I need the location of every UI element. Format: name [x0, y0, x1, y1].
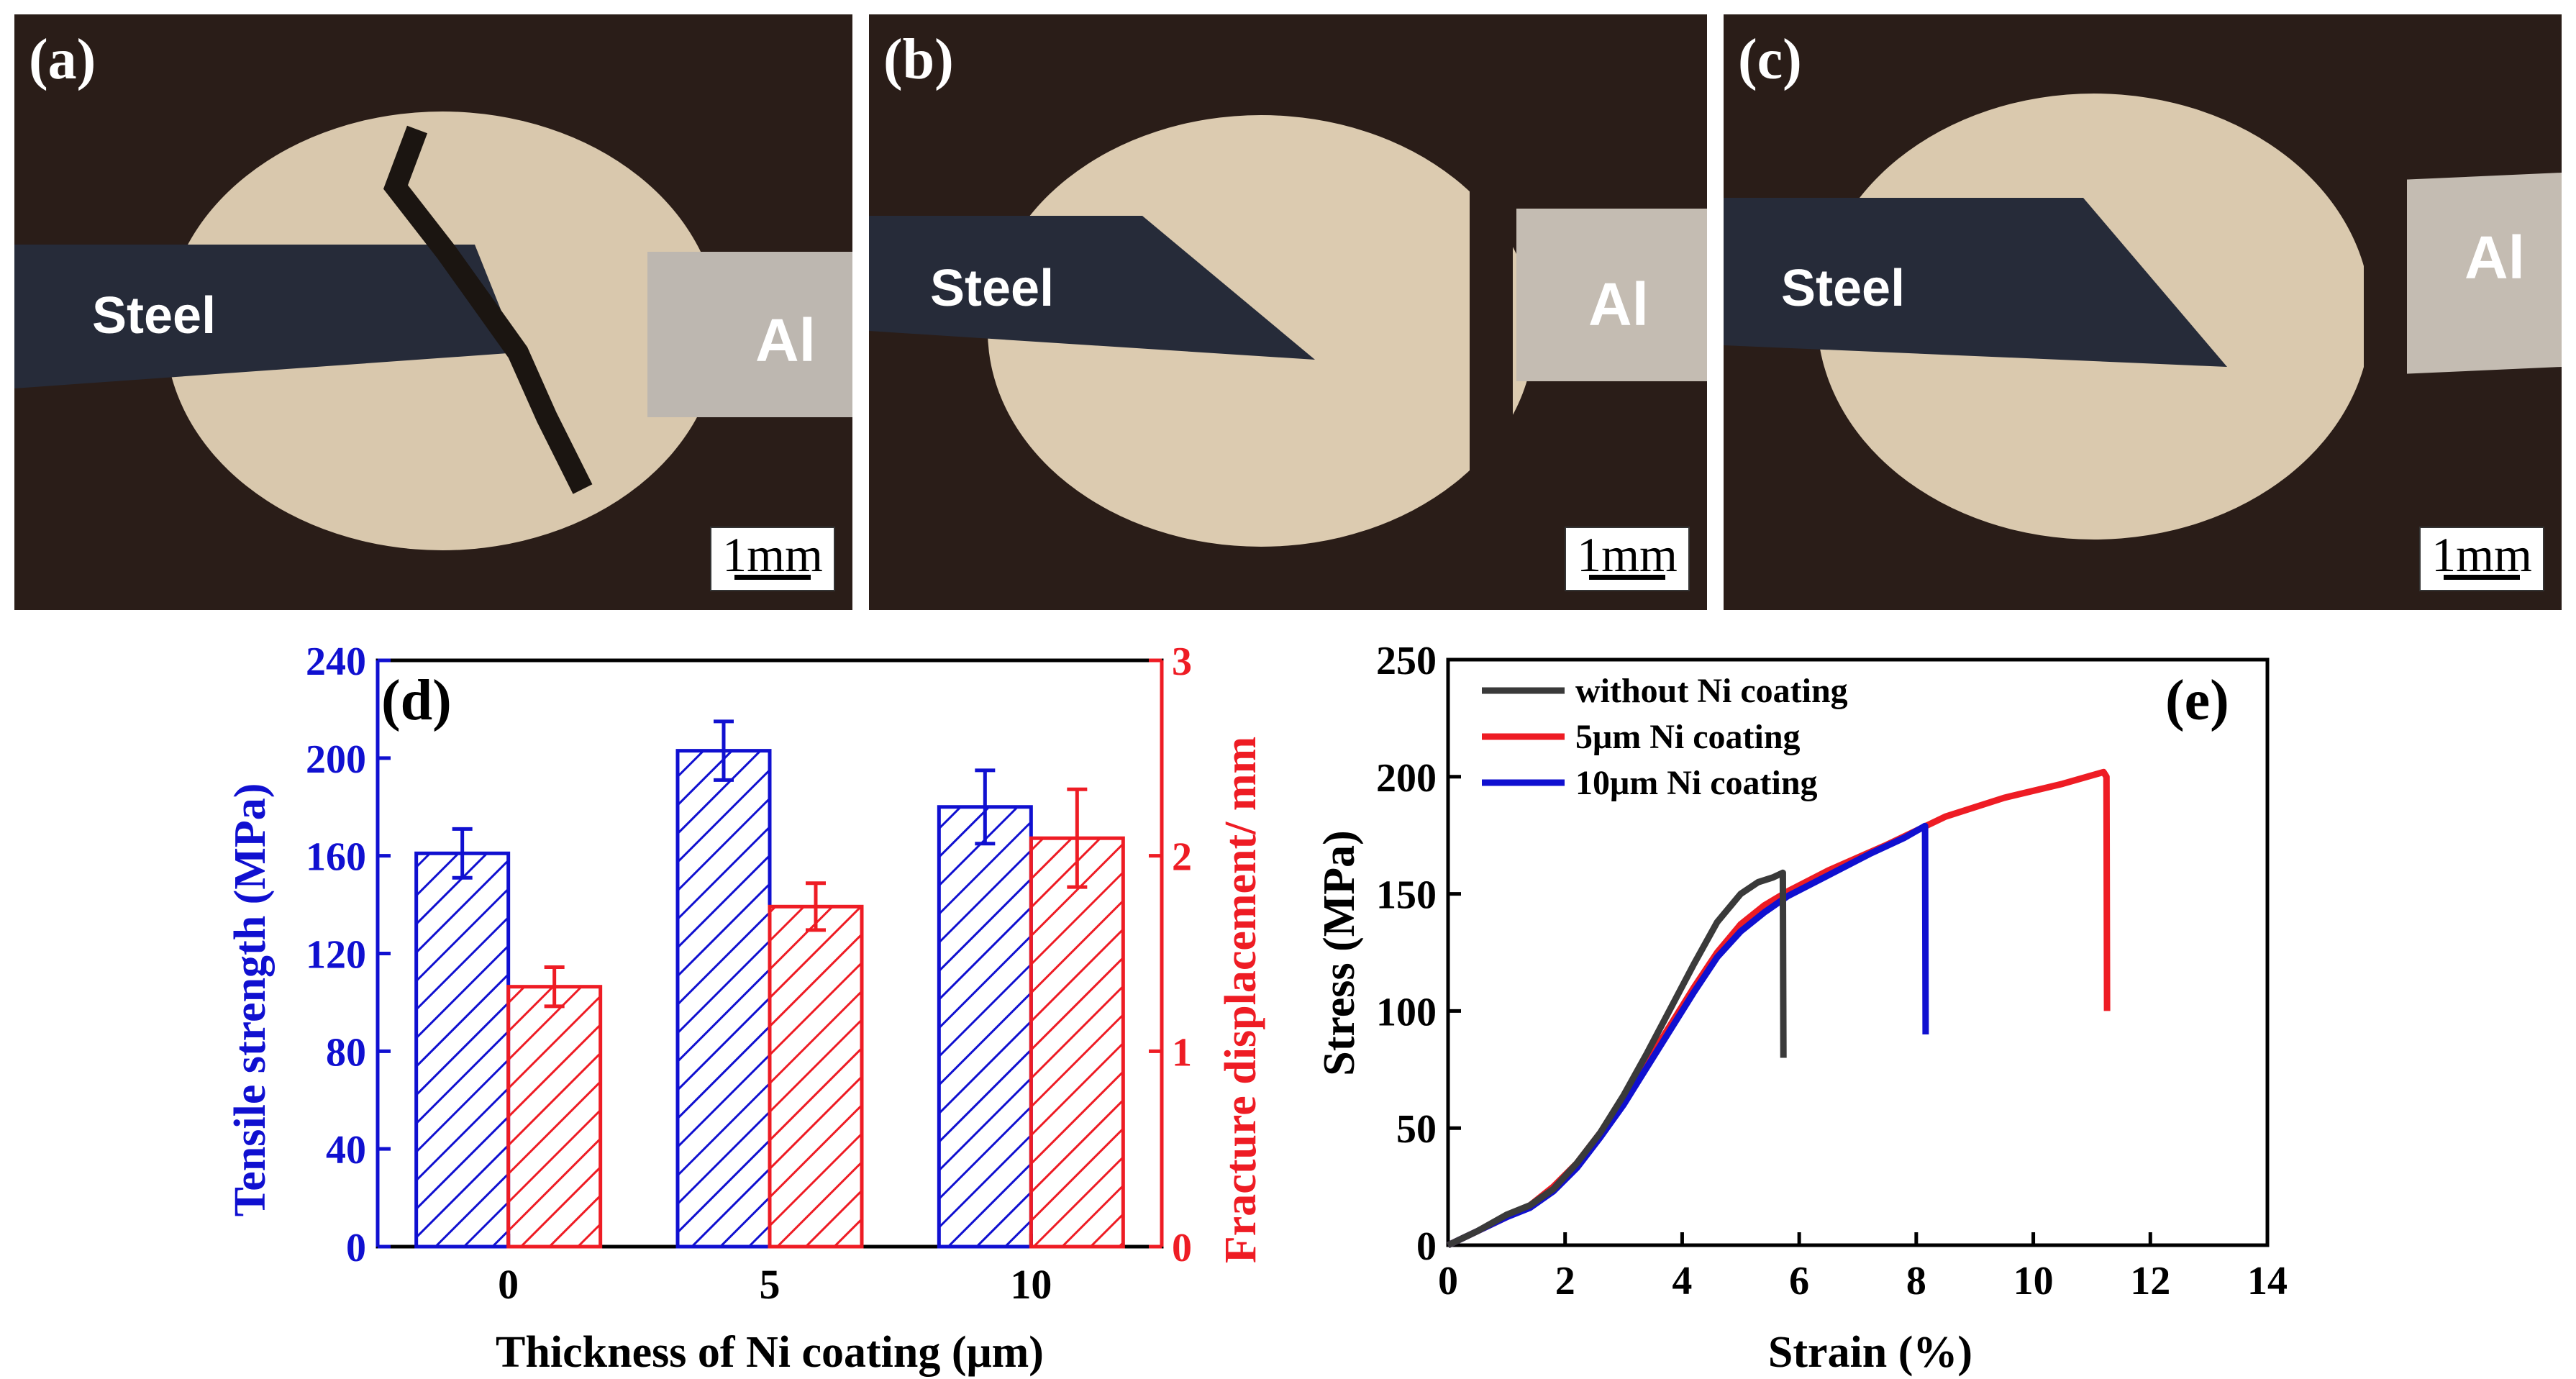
al-label-a: Al — [755, 306, 816, 374]
scale-bar-b: 1mm — [1565, 527, 1690, 591]
micrograph-b: (b) Steel Al 1mm — [869, 14, 1707, 610]
chart-e-series-line — [1447, 822, 1929, 1249]
chart-d-bar-tensile — [414, 851, 511, 1249]
chart-e-legend-label: 10μm Ni coating — [1575, 764, 1818, 802]
chart-d-ylabel-left: Tensile strength (MPa) — [226, 783, 275, 1217]
chart-e-ylabel: Stress (MPa) — [1315, 830, 1364, 1075]
scale-label-a: 1mm — [722, 527, 823, 582]
chart-e-y-tick-label: 100 — [1376, 990, 1437, 1034]
chart-d-ylabel-right: Fracture displacement/ mm — [1216, 737, 1265, 1263]
chart-e-y-tick-label: 0 — [1416, 1224, 1437, 1269]
chart-e-x-tick-label: 10 — [2013, 1259, 2054, 1303]
chart-d-bar-displacement — [768, 904, 864, 1249]
chart-e-label: (e) — [2165, 669, 2229, 732]
chart-e-x-tick-label: 8 — [1906, 1259, 1926, 1303]
scale-label-c: 1mm — [2431, 527, 2532, 582]
chart-d-right-tick-label: 3 — [1172, 640, 1192, 684]
chart-d-left-tick-label: 80 — [326, 1030, 366, 1075]
chart-d-label: (d) — [381, 669, 452, 732]
chart-e-y-tick-label: 200 — [1376, 756, 1437, 801]
panel-label-b: (b) — [883, 28, 954, 91]
chart-e-xlabel: Strain (%) — [1768, 1328, 1972, 1377]
chart-e-x-tick-label: 6 — [1789, 1259, 1809, 1303]
chart-d-left-tick-label: 120 — [306, 933, 366, 978]
chart-e-x-tick-label: 0 — [1438, 1259, 1458, 1303]
micrograph-c-image — [1724, 14, 2562, 610]
chart-e-y-tick-label: 50 — [1396, 1107, 1437, 1152]
chart-e-series-line — [1447, 869, 1787, 1249]
chart-e-x-tick-label: 2 — [1555, 1259, 1575, 1303]
chart-d-left-tick-label: 240 — [306, 640, 366, 684]
panel-label-c: (c) — [1738, 28, 1802, 91]
chart-d-x-tick-label: 0 — [498, 1261, 519, 1308]
steel-label-c: Steel — [1781, 260, 1906, 317]
chart-d-left-tick-label: 160 — [306, 835, 366, 880]
al-label-b: Al — [1588, 270, 1649, 338]
al-label-c: Al — [2465, 224, 2525, 291]
chart-e-frame — [1446, 657, 2270, 1247]
steel-label-a: Steel — [92, 287, 217, 345]
chart-d-x-tick-label: 5 — [760, 1261, 780, 1308]
micrograph-b-image — [869, 14, 1707, 610]
scale-bar-a: 1mm — [710, 527, 835, 591]
chart-e-y-tick-label: 250 — [1376, 639, 1437, 683]
chart-e-legend-label: without Ni coating — [1575, 672, 1848, 710]
chart-e-y-tick-label: 150 — [1376, 873, 1437, 918]
chart-e-x-tick-label: 14 — [2247, 1259, 2288, 1303]
chart-d-right-tick-label: 2 — [1172, 835, 1192, 880]
chart-d-left-tick-label: 0 — [346, 1226, 366, 1270]
steel-label-b: Steel — [930, 260, 1055, 317]
chart-d-bar-displacement — [506, 985, 603, 1249]
chart-d-right-tick-label: 1 — [1172, 1030, 1192, 1075]
scale-bar-c: 1mm — [2419, 527, 2544, 591]
chart-d-left-tick-label: 40 — [326, 1128, 366, 1173]
micrograph-a: (a) Steel Al 1mm — [14, 14, 852, 610]
chart-d-xlabel: Thickness of Ni coating (μm) — [496, 1328, 1044, 1377]
chart-e-x-tick-label: 12 — [2130, 1259, 2170, 1303]
chart-e-x-tick-label: 4 — [1672, 1259, 1692, 1303]
chart-d-left-tick-label: 200 — [306, 737, 366, 782]
panel-label-a: (a) — [29, 28, 96, 91]
chart-d-x-tick-label: 10 — [1010, 1261, 1052, 1308]
scale-label-b: 1mm — [1577, 527, 1678, 582]
chart-e-legend-label: 5μm Ni coating — [1575, 718, 1801, 756]
micrograph-a-image — [14, 14, 852, 610]
chart-e-series-line — [1447, 768, 2111, 1249]
chart-d-right-tick-label: 0 — [1172, 1226, 1192, 1270]
micrograph-c: (c) Steel Al 1mm — [1724, 14, 2562, 610]
chart-d-bar-displacement — [1029, 836, 1125, 1249]
